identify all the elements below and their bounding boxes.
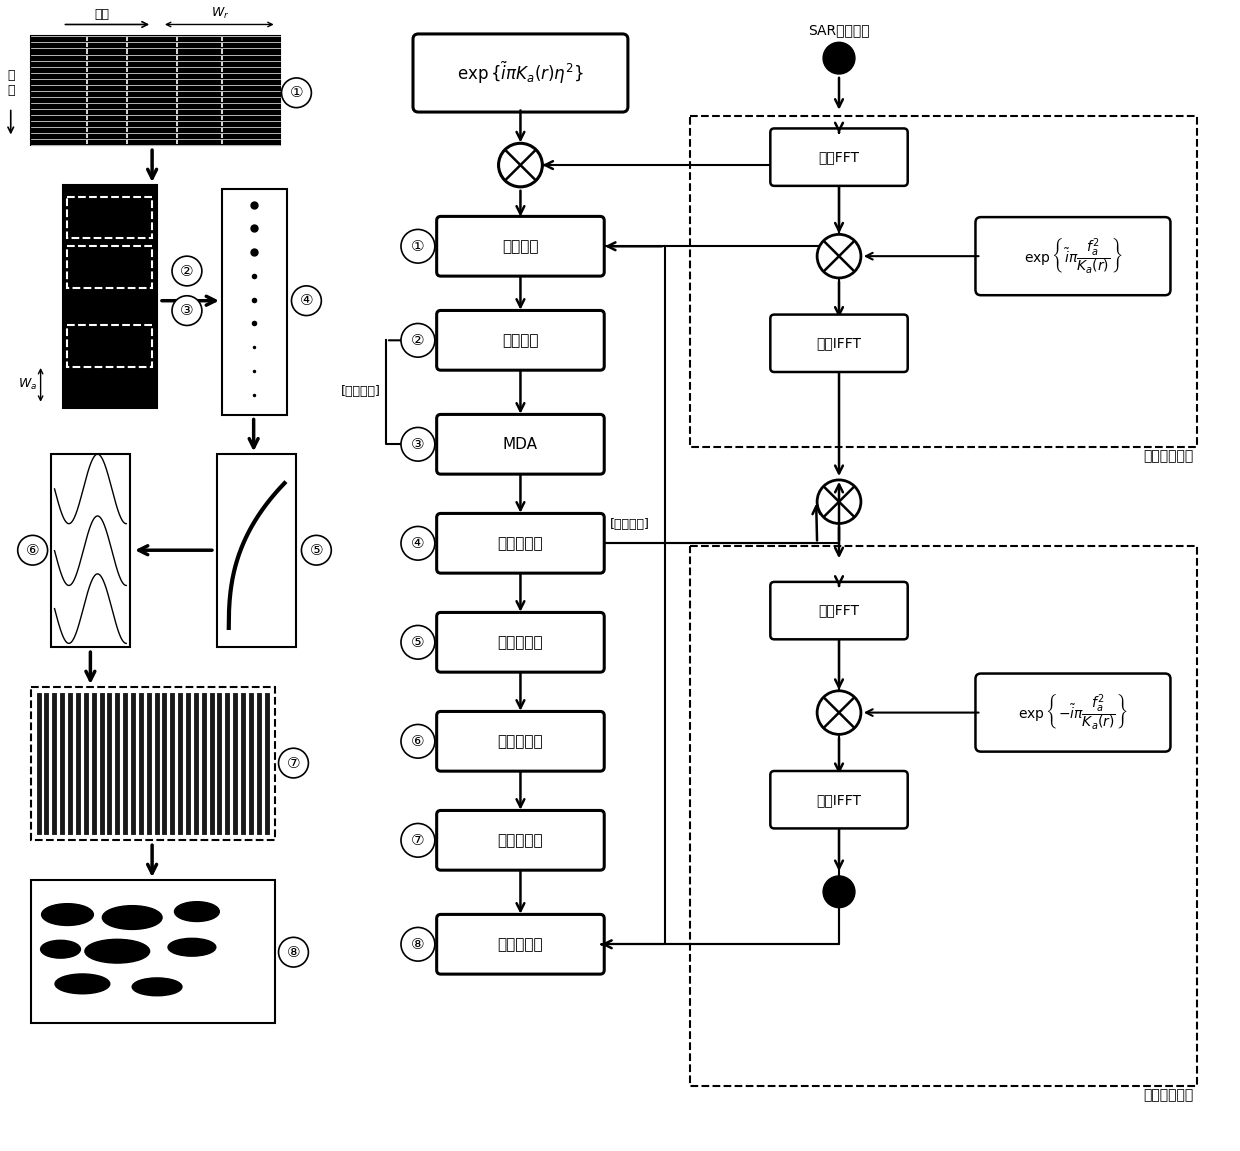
Text: 距离: 距离: [94, 8, 110, 21]
Text: $\exp\left\{\tilde{i}\pi\dfrac{f_a^2}{K_a(r)}\right\}$: $\exp\left\{\tilde{i}\pi\dfrac{f_a^2}{K_…: [1024, 236, 1122, 276]
Text: 方位向重聚焦: 方位向重聚焦: [1143, 1088, 1193, 1102]
Text: 距离向拼接: 距离向拼接: [497, 833, 543, 848]
Bar: [31, 879, 274, 1023]
Text: 方位FFT: 方位FFT: [818, 603, 859, 618]
Text: ②: ②: [180, 264, 193, 279]
Bar: [217, 455, 296, 647]
Circle shape: [817, 691, 861, 734]
Text: ⑧: ⑧: [286, 945, 300, 960]
Bar: [222, 189, 286, 414]
FancyBboxPatch shape: [436, 612, 604, 672]
FancyBboxPatch shape: [436, 311, 604, 371]
Text: ⑦: ⑦: [286, 755, 300, 770]
Circle shape: [498, 143, 542, 186]
Bar: [31, 37, 279, 145]
Bar: [67, 246, 153, 288]
Text: ③: ③: [412, 436, 425, 452]
Text: $\exp\{\tilde{i}\pi K_a(r)\eta^2\}$: $\exp\{\tilde{i}\pi K_a(r)\eta^2\}$: [458, 60, 584, 86]
FancyBboxPatch shape: [770, 314, 908, 372]
Text: $W_r$: $W_r$: [211, 6, 229, 21]
Text: ⑥: ⑥: [412, 734, 425, 749]
Text: 方位IFFT: 方位IFFT: [816, 793, 862, 807]
FancyBboxPatch shape: [770, 771, 908, 829]
FancyBboxPatch shape: [436, 711, 604, 771]
Ellipse shape: [42, 904, 93, 925]
Text: 方位FFT: 方位FFT: [818, 150, 859, 165]
Circle shape: [279, 937, 309, 967]
Text: 方位向积分: 方位向积分: [497, 734, 543, 749]
Circle shape: [823, 876, 854, 908]
Bar: [689, 115, 1198, 448]
Circle shape: [17, 535, 47, 565]
Text: ①: ①: [412, 238, 425, 253]
Text: 方位向解压缩: 方位向解压缩: [1143, 449, 1193, 463]
FancyBboxPatch shape: [436, 914, 604, 974]
Bar: [31, 687, 274, 840]
Circle shape: [401, 724, 435, 759]
Circle shape: [172, 257, 202, 285]
Ellipse shape: [55, 974, 110, 993]
Bar: [67, 326, 153, 367]
FancyBboxPatch shape: [413, 33, 627, 112]
FancyBboxPatch shape: [770, 129, 908, 185]
Circle shape: [817, 235, 861, 277]
Circle shape: [279, 748, 309, 778]
Circle shape: [817, 480, 861, 524]
Text: ②: ②: [412, 333, 425, 348]
Text: ⑤: ⑤: [310, 543, 324, 558]
Ellipse shape: [41, 940, 81, 958]
FancyBboxPatch shape: [436, 216, 604, 276]
Text: 方
位: 方 位: [7, 69, 15, 97]
FancyBboxPatch shape: [436, 414, 604, 474]
Ellipse shape: [133, 978, 182, 996]
FancyBboxPatch shape: [976, 673, 1171, 752]
Text: ⑥: ⑥: [26, 543, 40, 558]
Circle shape: [281, 78, 311, 108]
Text: ⑤: ⑤: [412, 635, 425, 650]
Text: ④: ④: [412, 535, 425, 551]
Circle shape: [823, 43, 854, 74]
Text: [下一子带]: [下一子带]: [610, 518, 650, 532]
Circle shape: [291, 285, 321, 315]
Text: ⑦: ⑦: [412, 833, 425, 848]
Circle shape: [401, 229, 435, 264]
Circle shape: [401, 928, 435, 961]
Circle shape: [301, 535, 331, 565]
Ellipse shape: [175, 901, 219, 922]
Text: 子块划分: 子块划分: [502, 333, 538, 348]
Circle shape: [401, 823, 435, 857]
Text: $\exp\left\{-\tilde{i}\pi\dfrac{f_a^2}{K_a(r)}\right\}$: $\exp\left\{-\tilde{i}\pi\dfrac{f_a^2}{K…: [1018, 693, 1128, 732]
Ellipse shape: [169, 938, 216, 956]
Text: $W_a$: $W_a$: [19, 378, 37, 392]
FancyBboxPatch shape: [770, 582, 908, 639]
FancyBboxPatch shape: [436, 513, 604, 573]
Circle shape: [401, 526, 435, 561]
Circle shape: [401, 323, 435, 357]
Circle shape: [401, 625, 435, 660]
Text: 方位向插値: 方位向插値: [497, 635, 543, 650]
Text: ①: ①: [290, 85, 304, 100]
Text: 距离向插値: 距离向插値: [497, 937, 543, 952]
Text: 方位向拼接: 方位向拼接: [497, 535, 543, 551]
Text: SAR图像数据: SAR图像数据: [808, 23, 869, 38]
Text: MDA: MDA: [503, 436, 538, 452]
Text: ⑧: ⑧: [412, 937, 425, 952]
Circle shape: [401, 427, 435, 462]
Text: 子带划分: 子带划分: [502, 238, 538, 253]
Text: 方位IFFT: 方位IFFT: [816, 336, 862, 350]
Bar: [62, 185, 157, 407]
Circle shape: [172, 296, 202, 326]
Bar: [67, 197, 153, 238]
FancyBboxPatch shape: [976, 218, 1171, 295]
Bar: [51, 455, 130, 647]
Text: ③: ③: [180, 303, 193, 318]
Ellipse shape: [84, 939, 150, 963]
Text: [下一子块]: [下一子块]: [341, 386, 381, 398]
Text: ④: ④: [300, 294, 314, 308]
FancyBboxPatch shape: [436, 810, 604, 870]
Ellipse shape: [103, 906, 162, 929]
Bar: [689, 547, 1198, 1085]
